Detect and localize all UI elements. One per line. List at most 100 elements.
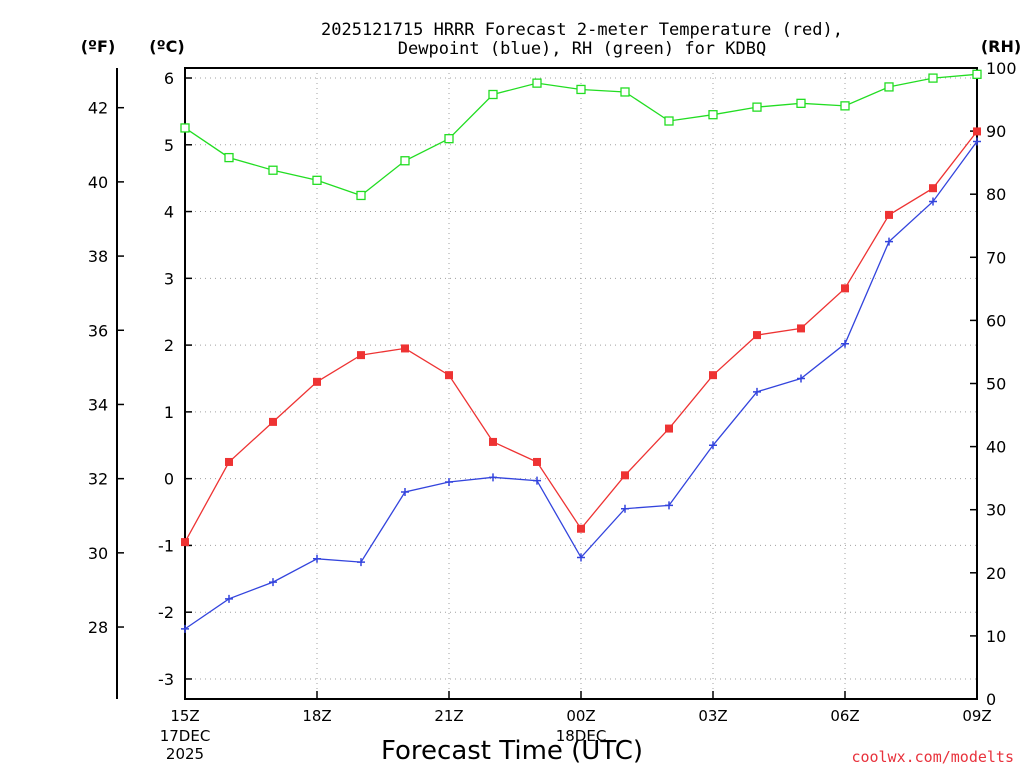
dewpoint-point: [885, 237, 893, 246]
celsius-tick-label: 1: [164, 403, 174, 422]
rh-tick-label: 70: [986, 248, 1006, 267]
fahrenheit-tick-label: 34: [88, 395, 108, 414]
temperature-point: [489, 437, 497, 446]
dewpoint-point: [357, 558, 365, 567]
temperature-point: [621, 471, 629, 480]
celsius-tick-label: 6: [164, 69, 174, 88]
rh-point: [972, 69, 982, 79]
x-date-label: 18DEC: [556, 727, 607, 745]
dewpoint-point: [533, 476, 541, 485]
x-axis-label: Forecast Time (UTC): [381, 736, 643, 766]
temperature-point: [533, 457, 541, 466]
temperature-point: [665, 424, 673, 433]
temperature-point: [973, 127, 981, 136]
rh-tick-label: 20: [986, 564, 1006, 583]
fahrenheit-tick-label: 28: [88, 618, 108, 637]
dewpoint-point: [577, 553, 585, 562]
dewpoint-point: [665, 501, 673, 510]
x-tick-label: 18Z: [302, 707, 331, 725]
rh-point: [840, 101, 850, 111]
fahrenheit-tick-label: 32: [88, 470, 108, 489]
celsius-tick-label: -1: [158, 536, 174, 555]
rh-point: [708, 110, 718, 120]
temperature-point: [269, 417, 277, 426]
rh-point: [664, 116, 674, 126]
temperature-point: [181, 538, 189, 547]
celsius-tick-label: 3: [164, 269, 174, 288]
dewpoint-point: [929, 197, 937, 206]
fahrenheit-tick-label: 38: [88, 247, 108, 266]
temperature-point: [929, 184, 937, 193]
temperature-point: [797, 324, 805, 333]
rh-point: [224, 152, 234, 163]
rh-point: [576, 84, 586, 95]
rh-point: [356, 190, 366, 201]
rh-point: [312, 175, 322, 185]
temperature-point: [885, 210, 893, 219]
fahrenheit-unit-label: (ºF): [81, 37, 116, 56]
rh-tick-label: 40: [986, 438, 1006, 457]
rh-point: [796, 98, 806, 108]
dewpoint-point: [753, 387, 761, 396]
series: [180, 69, 982, 633]
dewpoint-point: [797, 374, 805, 383]
temperature-point: [709, 371, 717, 380]
temperature-point: [577, 524, 585, 533]
rh-tick-label: 60: [986, 311, 1006, 330]
grid: [185, 68, 977, 699]
rh-point: [884, 82, 894, 92]
rh-unit-label: (RH): [981, 37, 1021, 56]
dewpoint-point: [973, 137, 981, 146]
x-tick-label: 21Z: [434, 707, 463, 725]
rh-tick-label: 0: [986, 690, 996, 709]
x-date-label: 17DEC: [160, 727, 211, 745]
rh-tick-label: 100: [986, 59, 1017, 78]
x-tick-label: 00Z: [566, 707, 595, 725]
rh-point: [928, 73, 938, 83]
x-tick-label: 09Z: [962, 707, 991, 725]
dewpoint-point: [489, 473, 497, 482]
rh-point: [180, 123, 190, 133]
celsius-tick-label: 0: [164, 470, 174, 489]
fahrenheit-tick-label: 42: [88, 99, 108, 118]
rh-tick-label: 90: [986, 122, 1006, 141]
x-tick-label: 15Z: [170, 707, 199, 725]
rh-tick-label: 30: [986, 501, 1006, 520]
rh-point: [620, 87, 630, 97]
temperature-point: [753, 331, 761, 340]
dewpoint-point: [621, 504, 629, 513]
temperature-point: [225, 457, 233, 466]
rh-point: [488, 89, 498, 100]
celsius-tick-label: -2: [158, 603, 174, 622]
dewpoint-point: [841, 339, 849, 348]
rh-point: [268, 165, 278, 175]
celsius-tick-label: 4: [164, 203, 174, 222]
celsius-unit-label: (ºC): [149, 37, 184, 56]
rh-tick-label: 80: [986, 185, 1006, 204]
dewpoint-point: [313, 554, 321, 563]
temperature-point: [357, 351, 365, 360]
temperature-point: [313, 377, 321, 386]
rh-point: [400, 156, 410, 166]
x-tick-label: 03Z: [698, 707, 727, 725]
x-year-label: 2025: [166, 745, 204, 763]
dewpoint-point: [225, 594, 233, 603]
rh-tick-label: 10: [986, 627, 1006, 646]
temperature-point: [445, 371, 453, 380]
rh-point: [444, 134, 454, 144]
fahrenheit-tick-label: 40: [88, 173, 108, 192]
temperature-point: [401, 344, 409, 353]
x-tick-label: 06Z: [830, 707, 859, 725]
chart-title-line2: Dewpoint (blue), RH (green) for KDBQ: [398, 39, 766, 59]
fahrenheit-tick-label: 36: [88, 321, 108, 340]
dewpoint-point: [401, 488, 409, 497]
celsius-tick-label: 2: [164, 336, 174, 355]
rh-tick-label: 50: [986, 375, 1006, 394]
rh-point: [532, 78, 542, 88]
dewpoint-point: [181, 624, 189, 633]
celsius-tick-label: 5: [164, 136, 174, 155]
dewpoint-point: [269, 578, 277, 587]
celsius-tick-label: -3: [158, 670, 174, 689]
